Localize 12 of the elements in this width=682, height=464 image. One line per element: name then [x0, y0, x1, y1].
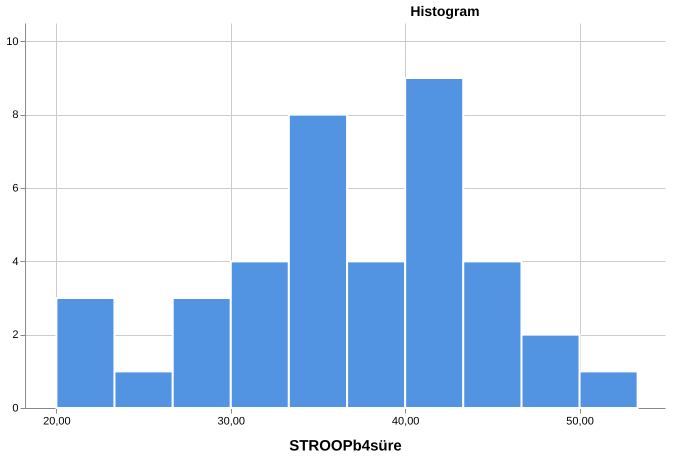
x-tick-label: 30,00	[218, 416, 246, 428]
y-tick-label: 4	[12, 256, 18, 268]
y-tick-label: 0	[12, 402, 18, 414]
y-tick-label: 10	[6, 36, 18, 48]
y-tick-label: 6	[12, 182, 18, 194]
y-tick-label: 2	[12, 329, 18, 342]
x-tick-label: 40,00	[392, 416, 420, 428]
x-tick-label: 20,00	[43, 416, 71, 428]
chart-title: Histogram	[410, 3, 480, 19]
x-axis-title: STROOPb4süre	[289, 438, 402, 454]
y-tick-label: 8	[12, 109, 18, 122]
x-tick-label: 50,00	[566, 416, 594, 428]
